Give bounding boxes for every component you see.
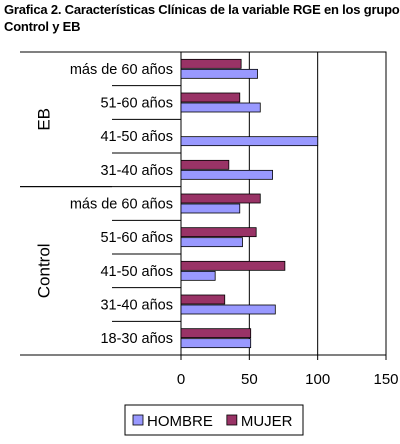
bar-hombre xyxy=(180,304,276,315)
bar-hombre xyxy=(180,68,258,79)
bar-hombre xyxy=(180,237,243,248)
bar-hombre xyxy=(180,270,216,281)
bar-mujer xyxy=(180,159,230,170)
x-tick-label: 50 xyxy=(241,371,258,388)
bar-hombre xyxy=(180,338,252,349)
legend-box xyxy=(124,404,304,436)
category-label: 18-30 años xyxy=(100,331,173,347)
bar-hombre xyxy=(180,102,261,113)
category-label: 41-50 años xyxy=(100,264,173,280)
category-label: 41-50 años xyxy=(100,129,173,145)
group-label: Control xyxy=(34,243,53,298)
legend-label-hombre: HOMBRE xyxy=(147,413,213,430)
category-label: más de 60 años xyxy=(70,62,173,78)
bar-mujer xyxy=(180,227,257,238)
legend-label-mujer: MUJER xyxy=(241,413,293,430)
category-label: 31-40 años xyxy=(100,298,173,314)
group-label: EB xyxy=(34,108,53,131)
category-label: más de 60 años xyxy=(70,197,173,213)
bar-mujer xyxy=(180,294,226,305)
bar-mujer xyxy=(180,92,241,103)
bar-hombre xyxy=(180,169,273,180)
category-label: 51-60 años xyxy=(100,230,173,246)
chart-title-line-2: Control y EB xyxy=(4,19,81,34)
x-tick-label: 100 xyxy=(305,371,330,388)
x-tick-label: 150 xyxy=(373,371,398,388)
legend-swatch-mujer xyxy=(226,414,238,426)
category-label: 51-60 años xyxy=(100,96,173,112)
bar-mujer xyxy=(180,193,261,204)
legend-swatch-hombre xyxy=(132,414,144,426)
bar-mujer xyxy=(180,260,286,271)
bar-mujer xyxy=(180,328,252,339)
x-tick-label: 0 xyxy=(177,371,185,388)
category-label: 31-40 años xyxy=(100,163,173,179)
bar-mujer xyxy=(180,58,242,69)
chart-title-line-1: Grafica 2. Características Clínicas de l… xyxy=(4,2,400,17)
plot-area xyxy=(180,51,387,356)
bar-hombre xyxy=(180,136,319,147)
bar-hombre xyxy=(180,203,241,214)
